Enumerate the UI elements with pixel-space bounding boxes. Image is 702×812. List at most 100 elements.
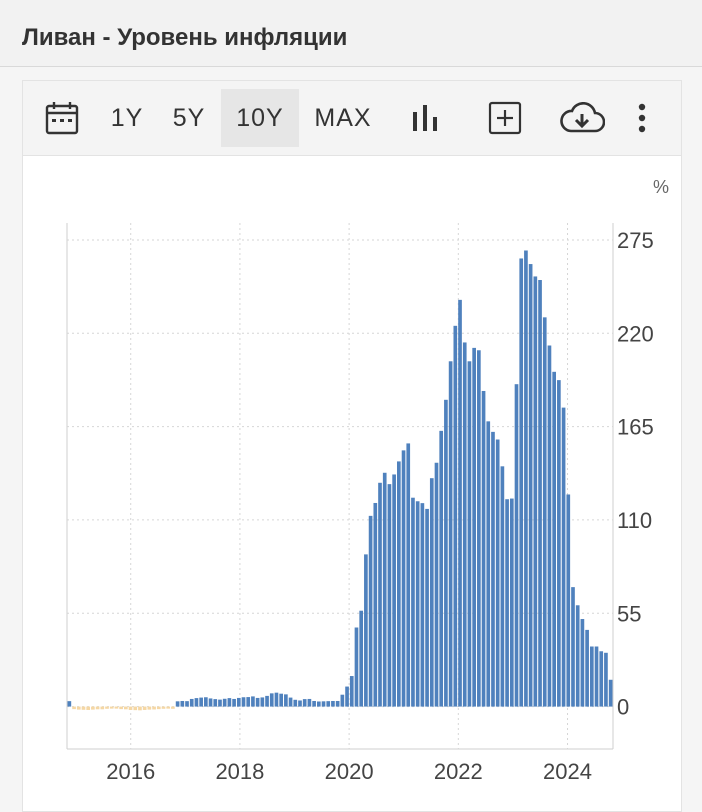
x-tick-label: 2020 xyxy=(325,759,374,784)
data-bar xyxy=(453,325,458,707)
data-bar xyxy=(241,697,246,707)
data-bar xyxy=(575,605,580,707)
data-bar xyxy=(538,280,542,707)
data-bar xyxy=(302,699,307,707)
data-bar xyxy=(133,706,138,711)
data-bar xyxy=(397,461,401,707)
data-bar xyxy=(406,443,411,707)
cloud-download-icon[interactable] xyxy=(555,89,609,147)
data-bar xyxy=(232,698,236,707)
data-bar xyxy=(152,706,156,710)
data-bar xyxy=(425,508,429,707)
data-bar xyxy=(387,484,392,707)
data-bar xyxy=(119,706,123,710)
data-bar xyxy=(491,431,495,707)
range-10y-button[interactable]: 10Y xyxy=(221,89,299,147)
data-bar xyxy=(335,700,340,707)
data-bar xyxy=(331,700,335,707)
data-bar xyxy=(307,698,312,707)
y-tick-label: 110 xyxy=(617,508,652,533)
data-bar xyxy=(175,701,180,707)
data-bar xyxy=(486,421,491,707)
data-bar xyxy=(505,499,509,707)
data-bar xyxy=(222,698,227,707)
data-bar xyxy=(528,264,533,707)
add-box-icon[interactable] xyxy=(483,89,527,147)
data-bar xyxy=(495,439,500,707)
data-bar xyxy=(265,695,269,707)
chart-toolbar: 1Y 5Y 10Y MAX xyxy=(23,81,681,156)
data-bar xyxy=(255,697,260,707)
data-bar xyxy=(109,706,114,709)
calendar-icon[interactable] xyxy=(41,89,83,147)
data-bar xyxy=(599,651,604,707)
data-bar xyxy=(166,706,171,709)
data-bar xyxy=(204,697,208,707)
data-bar xyxy=(340,694,345,707)
data-bar xyxy=(580,619,585,707)
data-bar xyxy=(284,694,288,707)
data-bar xyxy=(161,706,166,709)
data-bar xyxy=(392,474,396,707)
data-bar xyxy=(138,706,142,711)
data-bar xyxy=(246,697,251,707)
data-bar xyxy=(316,701,321,707)
data-bar xyxy=(86,706,91,710)
data-bar xyxy=(608,679,613,707)
chart-card: 1Y 5Y 10Y MAX xyxy=(22,80,682,812)
data-bar xyxy=(194,698,199,707)
data-bar xyxy=(448,361,453,707)
data-bar xyxy=(91,706,95,710)
data-bar xyxy=(542,317,547,707)
more-vertical-icon[interactable] xyxy=(627,89,657,147)
data-bar xyxy=(185,701,189,707)
data-bar xyxy=(434,462,439,707)
data-bar xyxy=(213,699,218,707)
y-tick-label: 275 xyxy=(617,228,654,253)
data-bar xyxy=(128,706,133,710)
x-tick-label: 2024 xyxy=(543,759,592,784)
range-max-button[interactable]: MAX xyxy=(314,103,372,132)
unit-label: % xyxy=(653,177,670,197)
x-tick-label: 2022 xyxy=(434,759,483,784)
data-bar xyxy=(467,361,472,707)
data-bar xyxy=(552,371,556,707)
y-tick-label: 165 xyxy=(617,415,654,440)
x-tick-label: 2018 xyxy=(215,759,264,784)
y-tick-label: 0 xyxy=(617,695,629,720)
data-bar xyxy=(472,347,476,707)
range-5y-button[interactable]: 5Y xyxy=(172,103,206,132)
data-bar xyxy=(171,706,175,709)
data-bar xyxy=(585,629,589,707)
data-bar xyxy=(81,706,86,710)
range-1y-button[interactable]: 1Y xyxy=(110,103,144,132)
data-bar xyxy=(189,698,194,707)
data-bar xyxy=(105,706,109,709)
data-bar xyxy=(156,706,161,710)
data-bar xyxy=(236,697,241,707)
page-title: Ливан - Уровень инфляции xyxy=(22,24,348,51)
label-layer: 0 55 110 165 220 275 2016 2018 2020 2022 2024 xyxy=(106,228,653,784)
data-bar xyxy=(594,646,599,707)
data-bar xyxy=(279,693,283,707)
data-bar xyxy=(76,706,81,710)
data-bar xyxy=(415,501,420,707)
data-bar xyxy=(67,701,72,707)
data-bar xyxy=(114,706,119,709)
y-tick-label: 55 xyxy=(617,601,641,626)
data-bar xyxy=(95,706,100,710)
data-bar xyxy=(378,482,382,707)
data-bar xyxy=(509,498,514,707)
data-bar xyxy=(199,697,203,707)
data-bar xyxy=(519,258,524,707)
data-bar xyxy=(401,450,406,707)
data-bar xyxy=(124,706,128,710)
data-bar xyxy=(514,384,519,707)
data-bar xyxy=(429,478,434,707)
bar-chart-icon[interactable] xyxy=(403,89,447,147)
data-bar xyxy=(274,692,279,707)
data-bar xyxy=(444,399,448,707)
data-bar xyxy=(477,350,481,707)
data-bar xyxy=(208,698,213,707)
data-bar xyxy=(260,697,265,707)
